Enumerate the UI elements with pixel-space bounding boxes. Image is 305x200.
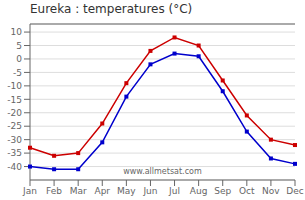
svg-text:0: 0 — [16, 54, 22, 64]
svg-text:May: May — [117, 186, 136, 196]
svg-text:-30: -30 — [8, 135, 22, 145]
svg-text:-15: -15 — [8, 95, 22, 105]
svg-text:Oct: Oct — [239, 186, 255, 196]
svg-text:Mar: Mar — [70, 186, 87, 196]
svg-text:-25: -25 — [8, 121, 22, 131]
html-text:www.allmetsat.com: www.allmetsat.com — [123, 167, 202, 176]
svg-text:Feb: Feb — [46, 186, 62, 196]
svg-text:Dec: Dec — [286, 186, 297, 196]
svg-text:Aug: Aug — [190, 186, 208, 196]
svg-text:Apr: Apr — [94, 186, 110, 196]
svg-text:-40: -40 — [8, 162, 22, 172]
svg-text:Jun: Jun — [142, 186, 157, 196]
svg-text:Sep: Sep — [214, 186, 231, 196]
html-text:Eureka : temperatures (°C): Eureka : temperatures (°C) — [30, 2, 193, 16]
svg-text:Nov: Nov — [262, 186, 280, 196]
svg-text:-20: -20 — [8, 108, 22, 118]
svg-text:-10: -10 — [8, 81, 22, 91]
svg-text:Jul: Jul — [168, 186, 180, 196]
svg-text:-5: -5 — [13, 68, 22, 78]
svg-text:-35: -35 — [8, 148, 22, 158]
svg-text:10: 10 — [11, 27, 23, 37]
svg-text:Jan: Jan — [22, 186, 37, 196]
svg-text:5: 5 — [16, 41, 22, 51]
